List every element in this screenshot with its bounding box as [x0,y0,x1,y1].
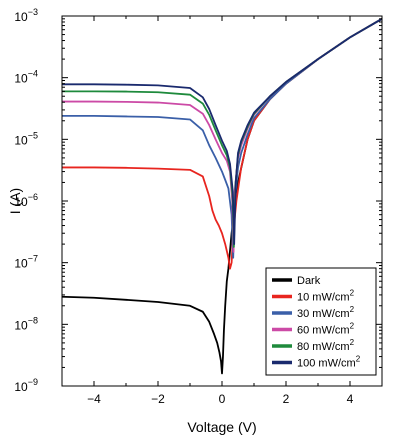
y-tick-label: 10−5 [14,130,38,147]
x-tick-label: 0 [219,392,226,406]
y-tick-label: 10−4 [14,69,38,86]
y-tick-label: 10−7 [14,254,38,271]
y-tick-label: 10−6 [14,192,38,209]
x-tick-label: −2 [151,392,165,406]
x-tick-label: −4 [87,392,101,406]
legend-box [265,267,377,376]
legend-entry: 80 mW/cm2 [297,338,355,353]
series-line-2 [62,18,382,259]
y-axis-ticks: 10−9 10−8 10−7 10−6 10−5 10−4 10−3 [14,7,382,394]
x-tick-label: 4 [347,392,354,406]
y-tick-label: 10−9 [14,377,38,394]
y-axis-label: I (A) [7,188,23,214]
series-layer [62,18,382,375]
series-line-4 [62,18,382,248]
legend-entry: 60 mW/cm2 [297,322,355,337]
x-tick-label: 2 [283,392,290,406]
legend-entry: 10 mW/cm2 [297,289,355,304]
series-line-3 [62,18,382,253]
series-line-5 [62,18,382,245]
y-tick-label: 10−3 [14,7,38,24]
legend-entry: 30 mW/cm2 [297,305,355,320]
y-tick-label: 10−8 [14,315,38,332]
legend-entry: Dark [297,275,321,287]
legend-entry: 100 mW/cm2 [297,355,361,370]
x-axis-label: Voltage (V) [187,419,256,435]
